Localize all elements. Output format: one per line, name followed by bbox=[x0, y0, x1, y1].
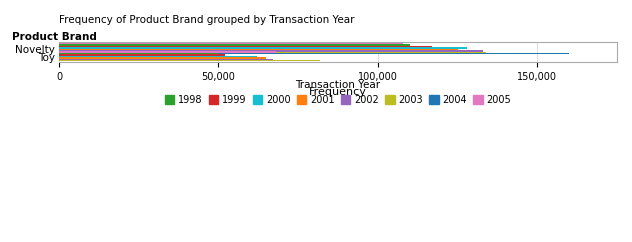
Bar bbox=[59, 57, 266, 59]
Bar bbox=[59, 45, 410, 46]
X-axis label: Frequency: Frequency bbox=[309, 87, 367, 97]
Bar bbox=[59, 49, 458, 50]
Bar bbox=[59, 52, 486, 53]
Bar bbox=[59, 60, 320, 61]
Bar bbox=[59, 53, 219, 54]
Legend: 1998, 1999, 2000, 2001, 2002, 2003, 2004, 2005: 1998, 1999, 2000, 2001, 2002, 2003, 2004… bbox=[161, 76, 515, 108]
Bar bbox=[59, 43, 403, 44]
Bar bbox=[59, 53, 569, 54]
Bar bbox=[59, 51, 276, 53]
Bar bbox=[59, 50, 483, 52]
Bar bbox=[59, 59, 272, 60]
Bar bbox=[59, 47, 467, 49]
Bar bbox=[59, 62, 483, 63]
Bar bbox=[59, 46, 432, 47]
Bar bbox=[59, 54, 225, 56]
Text: Frequency of Product Brand grouped by Transaction Year: Frequency of Product Brand grouped by Tr… bbox=[59, 15, 355, 25]
Text: Product Brand: Product Brand bbox=[11, 32, 97, 42]
Bar bbox=[59, 56, 257, 57]
